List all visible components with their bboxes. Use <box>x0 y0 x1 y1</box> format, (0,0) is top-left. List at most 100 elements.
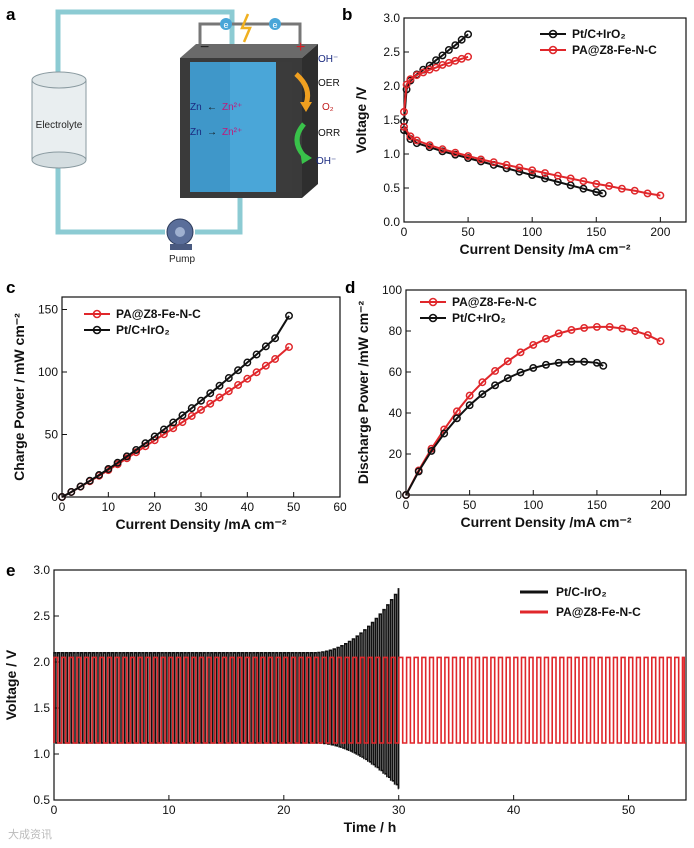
data-point-d-0 <box>503 357 512 366</box>
data-point-b-1 <box>579 184 588 193</box>
data-point-d-1 <box>516 368 525 377</box>
x-tick-label-d: 100 <box>523 498 543 512</box>
data-point-b-3 <box>656 191 665 200</box>
data-point-d-0 <box>516 348 525 357</box>
data-point-d-0 <box>631 327 640 335</box>
panel-letter-e: e <box>6 561 15 580</box>
data-point-d-1 <box>542 360 550 369</box>
data-point-c-1 <box>150 432 159 441</box>
data-point-d-0 <box>465 391 474 400</box>
data-point-c-1 <box>261 342 270 351</box>
data-point-d-0 <box>478 378 487 387</box>
data-point-b-3 <box>489 158 498 167</box>
data-point-c-1 <box>243 358 252 367</box>
y-tick-label-e: 1.0 <box>33 747 50 761</box>
x-tick-label-c: 60 <box>333 500 347 514</box>
legend-label-c-0: PA@Z8-Fe-N-C <box>116 307 201 321</box>
oer-arrowhead-icon <box>300 102 312 112</box>
x-tick-label-b: 200 <box>650 225 670 239</box>
chart-b-voltage-polarization: 0 50 100 150 200 0.0 0.5 1.0 1.5 2.0 2.5 3.0 Current… <box>353 11 687 257</box>
data-point-c-0 <box>285 343 293 351</box>
data-point-b-3 <box>630 186 639 195</box>
data-point-b-3 <box>605 182 614 190</box>
data-point-d-0 <box>529 340 538 349</box>
data-point-c-1 <box>95 471 104 479</box>
data-point-b-3 <box>476 155 485 164</box>
data-point-b-2 <box>419 68 428 77</box>
data-point-b-3 <box>579 177 588 186</box>
data-point-b-0 <box>444 46 453 54</box>
series-line-c-1 <box>61 315 290 498</box>
data-point-b-3 <box>400 122 408 131</box>
data-point-c-0 <box>197 405 205 414</box>
data-point-d-1 <box>554 358 563 367</box>
series-line-d-0 <box>405 325 661 496</box>
legend-label-b-0: Pt/C+IrO₂ <box>572 27 626 41</box>
data-point-c-1 <box>224 374 233 382</box>
data-point-b-3 <box>643 189 652 198</box>
data-point-b-3 <box>566 174 575 183</box>
data-point-c-1 <box>76 482 85 491</box>
y-tick-label-d: 40 <box>389 406 403 420</box>
y-tick-label-b: 0.0 <box>383 215 400 229</box>
data-point-d-0 <box>605 322 614 331</box>
pump-icon <box>166 218 194 250</box>
electrolyte-reservoir: Electrolyte <box>31 71 87 169</box>
data-point-d-0 <box>491 367 500 375</box>
data-point-d-1 <box>452 414 461 423</box>
data-point-d-1 <box>465 401 474 410</box>
data-point-c-0 <box>252 368 261 377</box>
data-point-d-0 <box>656 337 665 346</box>
x-tick-label-d: 0 <box>403 498 410 512</box>
data-point-d-1 <box>580 357 589 366</box>
panel-letter-d: d <box>345 278 355 297</box>
x-axis-label-b: Current Density /mA cm⁻² <box>459 241 630 257</box>
data-point-c-0 <box>159 430 168 439</box>
data-point-c-1 <box>197 396 205 405</box>
data-point-d-1 <box>414 467 423 476</box>
arrow-left-glyph: ← <box>207 102 217 113</box>
data-point-d-1 <box>529 363 538 372</box>
data-point-d-1 <box>427 446 436 455</box>
oh-bottom-label: OH⁻ <box>316 156 336 167</box>
data-point-b-3 <box>406 132 415 141</box>
data-point-b-3 <box>425 141 434 150</box>
y-tick-label-d: 20 <box>389 447 403 461</box>
data-point-b-3 <box>553 171 562 180</box>
data-point-c-0 <box>215 393 224 402</box>
data-point-c-0 <box>187 412 196 420</box>
y-axis-label-d: Discharge Power /mW cm⁻² <box>355 301 371 485</box>
y-tick-label-e: 3.0 <box>33 563 50 577</box>
y-tick-label-b: 3.0 <box>383 11 400 25</box>
data-point-b-2 <box>412 71 421 80</box>
x-tick-label-e: 40 <box>507 803 521 817</box>
oh-top-label: OH⁻ <box>318 54 338 65</box>
data-point-b-2 <box>464 52 473 61</box>
y-tick-label-b: 2.5 <box>383 45 400 59</box>
x-tick-label-e: 10 <box>162 803 176 817</box>
data-point-d-1 <box>567 357 576 366</box>
oer-arrow-icon <box>294 72 311 105</box>
y-tick-label-b: 2.0 <box>383 79 400 93</box>
data-point-b-3 <box>528 166 537 175</box>
external-wire <box>198 22 302 60</box>
zn-label-2: Zn <box>190 127 202 138</box>
electrolyte-label: Electrolyte <box>36 120 83 131</box>
data-point-d-1 <box>440 429 449 438</box>
data-point-c-1 <box>169 418 178 427</box>
data-point-c-1 <box>215 381 224 390</box>
x-axis-label-c: Current Density /mA cm⁻² <box>115 516 286 532</box>
data-point-b-0 <box>451 41 460 50</box>
legend-label-b-1: PA@Z8-Fe-N-C <box>572 43 657 57</box>
data-point-c-0 <box>261 361 270 370</box>
data-point-b-0 <box>432 56 440 65</box>
data-point-b-3 <box>464 152 473 160</box>
o2-label: O₂ <box>322 102 334 113</box>
data-point-c-1 <box>85 476 94 485</box>
data-point-d-1 <box>478 390 487 399</box>
data-point-c-1 <box>252 350 261 359</box>
y-tick-label-e: 2.5 <box>33 609 50 623</box>
electron-icon-1 <box>220 18 232 30</box>
panel-a-diagram: a Electrolyte Pump e e <box>6 5 340 265</box>
y-tick-label-c: 50 <box>45 428 59 442</box>
